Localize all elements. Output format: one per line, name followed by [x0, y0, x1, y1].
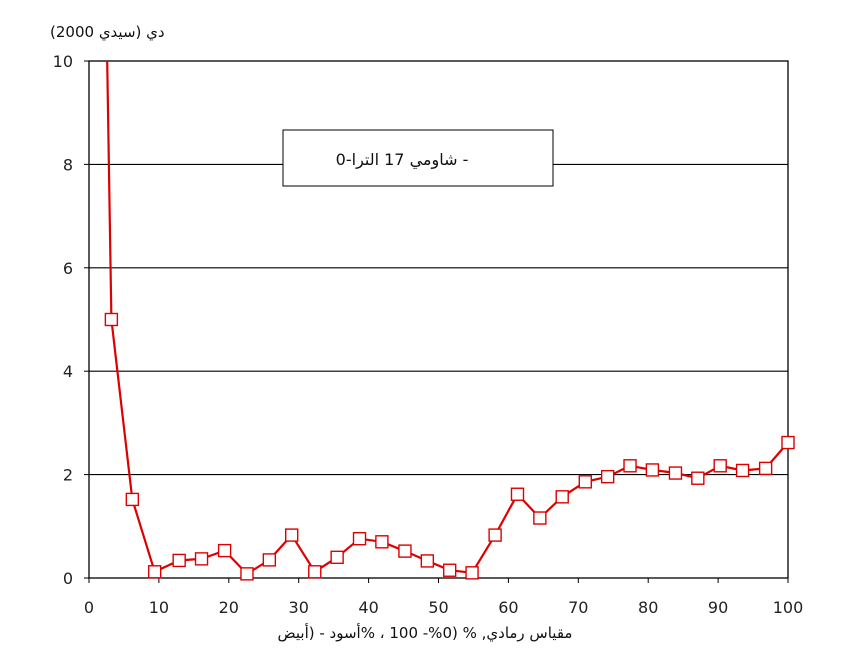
data-point-marker [781, 435, 795, 450]
y-tick-label: 0 [63, 569, 73, 588]
x-tick-label: 30 [289, 598, 309, 617]
y-tick-label: 10 [53, 52, 73, 71]
data-point-marker [510, 487, 525, 501]
data-point-marker [398, 544, 412, 558]
data-point-marker [758, 461, 773, 476]
data-point-marker [240, 567, 254, 581]
data-point-marker [308, 565, 322, 579]
x-tick-label: 0 [84, 598, 94, 617]
x-tick-label: 90 [708, 598, 728, 617]
data-point-marker [420, 554, 435, 568]
data-point-marker [645, 463, 660, 477]
data-point-marker [555, 490, 569, 504]
data-point-marker [533, 511, 547, 525]
y-tick-label: 4 [63, 362, 73, 381]
y-tick-label: 8 [63, 155, 73, 174]
data-point-marker [691, 471, 705, 485]
data-point-marker [375, 535, 389, 549]
x-tick-label: 50 [428, 598, 448, 617]
data-point-marker [713, 459, 727, 473]
x-tick-label: 100 [773, 598, 804, 617]
y-axis-title: دي (سيدي 2000) [50, 23, 165, 42]
data-point-marker [735, 463, 750, 478]
grid-lines [89, 163, 788, 476]
x-tick-label: 40 [358, 598, 378, 617]
data-point-marker [148, 565, 162, 579]
data-point-marker [172, 553, 186, 568]
legend-box [282, 129, 554, 187]
data-point-marker [578, 475, 592, 489]
data-point-marker [623, 459, 637, 473]
y-tick-label: 2 [63, 466, 73, 485]
legend-entry-label: شاومي 17 الترا-0 - [336, 150, 469, 170]
y-tick-label: 6 [63, 259, 73, 278]
x-tick-label: 60 [498, 598, 518, 617]
data-point-marker [262, 553, 277, 567]
data-point-marker [194, 552, 209, 566]
data-point-marker [488, 528, 502, 542]
x-tick-label: 80 [638, 598, 658, 617]
legend: شاومي 17 الترا-0 - [282, 129, 554, 187]
data-point-marker [125, 492, 140, 507]
data-point-marker [217, 543, 232, 558]
x-axis-title: مقياس رمادي, % (0%- 100 ، %أسود - (أبيض [278, 623, 573, 643]
data-point-marker [330, 550, 344, 565]
data-point-marker [352, 532, 367, 546]
data-point-marker [668, 466, 683, 480]
x-tick-label: 20 [219, 598, 239, 617]
data-point-marker [104, 312, 119, 327]
x-tick-label: 70 [568, 598, 588, 617]
data-point-marker [442, 563, 457, 577]
data-point-marker [285, 528, 299, 542]
x-tick-label: 10 [149, 598, 169, 617]
series-layer [104, 60, 795, 581]
data-point-marker [600, 469, 615, 484]
data-point-marker [465, 566, 479, 580]
